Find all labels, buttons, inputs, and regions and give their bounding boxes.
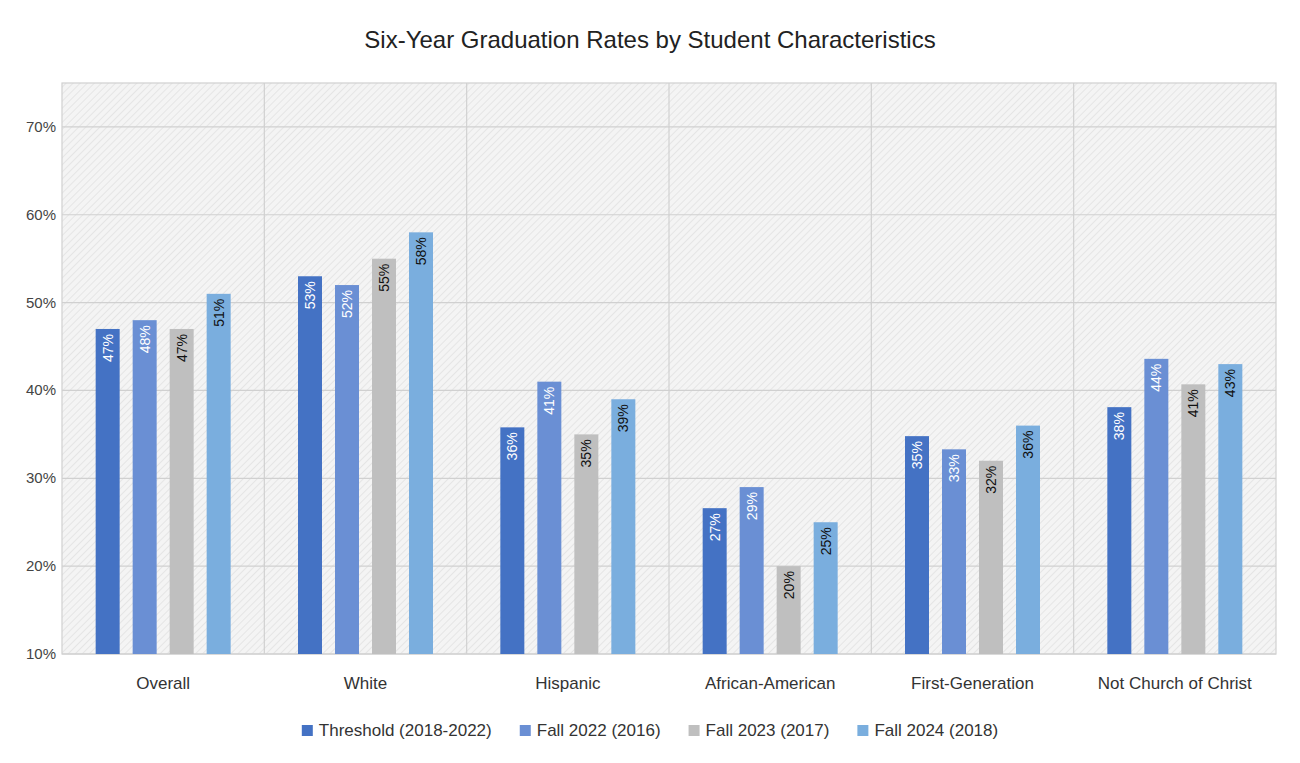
y-tick-label: 30% [26, 469, 56, 486]
bar [814, 522, 838, 654]
data-label: 32% [983, 466, 999, 494]
bar [1016, 426, 1040, 654]
data-label: 35% [578, 439, 594, 467]
data-label: 41% [1185, 389, 1201, 417]
bar [298, 276, 322, 654]
title: Six-Year Graduation Rates by Student Cha… [364, 26, 935, 53]
data-label: 58% [413, 237, 429, 265]
plot-area [62, 83, 1276, 654]
x-tick-label: African-American [705, 674, 835, 693]
data-label: 55% [376, 264, 392, 292]
bar [409, 232, 433, 654]
data-label: 48% [137, 325, 153, 353]
x-tick-label: Hispanic [535, 674, 601, 693]
data-label: 51% [211, 299, 227, 327]
data-label: 47% [100, 334, 116, 362]
legend-label: Threshold (2018-2022) [319, 721, 492, 740]
data-label: 52% [339, 290, 355, 318]
bar [335, 285, 359, 654]
bar [500, 427, 524, 654]
data-label: 38% [1111, 412, 1127, 440]
bar [537, 382, 561, 654]
bar [1218, 364, 1242, 654]
data-label: 35% [909, 441, 925, 469]
legend-swatch [520, 725, 531, 736]
category-separator [871, 83, 872, 654]
data-label: 41% [541, 387, 557, 415]
bar [372, 259, 396, 654]
data-label: 29% [744, 492, 760, 520]
data-label: 33% [946, 454, 962, 482]
data-labels: 47% 53% 36% 27% 35% 38% 48% 52% 41% 29% 33% 44% 47% 5… [100, 237, 1239, 599]
bar [979, 461, 1003, 654]
data-label: 20% [781, 571, 797, 599]
bar [611, 399, 635, 654]
chart: Six-Year Graduation Rates by Student Cha… [0, 0, 1300, 763]
bar [740, 487, 764, 654]
x-tick-label: Overall [136, 674, 190, 693]
data-label: 44% [1148, 364, 1164, 392]
x-tick-label: White [344, 674, 387, 693]
legend-label: Fall 2022 (2016) [537, 721, 661, 740]
bar [905, 436, 929, 654]
category-separator [264, 83, 265, 654]
y-tick-label: 60% [26, 206, 56, 223]
bar [777, 566, 801, 654]
y-tick-label: 70% [26, 118, 56, 135]
bar [942, 449, 966, 654]
data-label: 53% [302, 281, 318, 309]
bar [1107, 407, 1131, 654]
bar [170, 329, 194, 654]
bar [207, 294, 231, 654]
bar [1181, 384, 1205, 654]
category-separator [668, 83, 669, 654]
data-label: 25% [818, 527, 834, 555]
legend-swatch [302, 725, 313, 736]
bar [133, 320, 157, 654]
bar [574, 434, 598, 654]
y-tick-label: 40% [26, 381, 56, 398]
bar [1144, 359, 1168, 654]
legend-swatch [689, 725, 700, 736]
category-separator [1073, 83, 1074, 654]
legend-label: Fall 2023 (2017) [706, 721, 830, 740]
legend-swatch [857, 725, 868, 736]
data-label: 47% [174, 334, 190, 362]
category-separator [466, 83, 467, 654]
plot-frame [62, 83, 1276, 654]
bar [96, 329, 120, 654]
y-tick-label: 50% [26, 294, 56, 311]
y-tick-label: 10% [26, 645, 56, 662]
x-tick-label: First-Generation [911, 674, 1034, 693]
data-label: 36% [504, 432, 520, 460]
data-label: 27% [707, 513, 723, 541]
data-label: 36% [1020, 431, 1036, 459]
legend-label: Fall 2024 (2018) [874, 721, 998, 740]
data-label: 43% [1222, 369, 1238, 397]
legend: Threshold (2018-2022) Fall 2022 (2016) Fal… [302, 721, 998, 740]
y-tick-label: 20% [26, 557, 56, 574]
data-label: 39% [615, 404, 631, 432]
x-tick-label: Not Church of Christ [1098, 674, 1252, 693]
bars [96, 232, 1243, 654]
bar [703, 508, 727, 654]
